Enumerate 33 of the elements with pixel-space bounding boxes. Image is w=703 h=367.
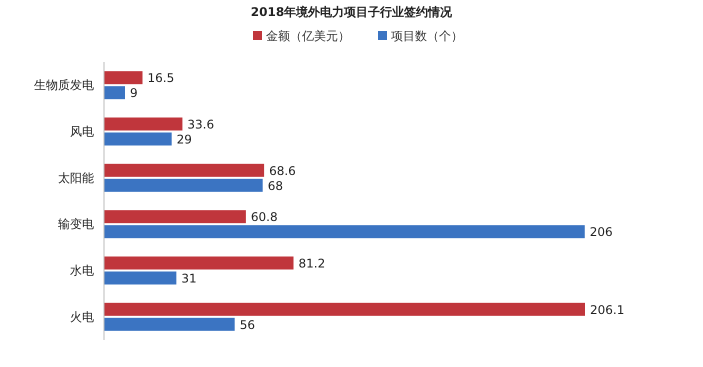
- bar: [104, 132, 172, 146]
- bar: [104, 164, 264, 177]
- y-tick-label: 输变电: [58, 217, 94, 232]
- chart-title: 2018年境外电力项目子行业签约情况: [250, 5, 454, 19]
- y-tick-label: 水电: [70, 264, 94, 278]
- bar: [104, 302, 585, 316]
- data-label: 56: [240, 318, 255, 332]
- bar: [104, 225, 585, 238]
- data-label: 81.2: [298, 256, 326, 270]
- data-label: 9: [130, 86, 138, 100]
- data-label: 68: [268, 178, 283, 193]
- y-tick-label: 太阳能: [58, 170, 94, 185]
- bar: [104, 118, 182, 130]
- y-tick-label: 风电: [70, 124, 94, 138]
- data-label: 206.1: [590, 302, 624, 317]
- bar: [104, 71, 143, 84]
- legend-label: 项目数（个）: [391, 29, 463, 43]
- bar: [104, 210, 246, 224]
- data-label: 206: [590, 225, 613, 240]
- bar: [104, 256, 294, 270]
- data-label: 29: [176, 132, 192, 146]
- y-tick-label: 火电: [70, 310, 94, 324]
- bar: [104, 86, 126, 100]
- data-label: 60.8: [250, 210, 278, 224]
- data-label: 33.6: [187, 118, 214, 132]
- data-label: 16.5: [148, 71, 174, 86]
- bar: [104, 318, 235, 331]
- legend-label: 金额（亿美元）: [266, 29, 350, 43]
- y-tick-label: 生物质发电: [34, 78, 94, 92]
- data-label: 68.6: [269, 164, 296, 178]
- data-label: 31: [181, 272, 197, 286]
- bar: [104, 178, 263, 192]
- bar: [104, 272, 176, 284]
